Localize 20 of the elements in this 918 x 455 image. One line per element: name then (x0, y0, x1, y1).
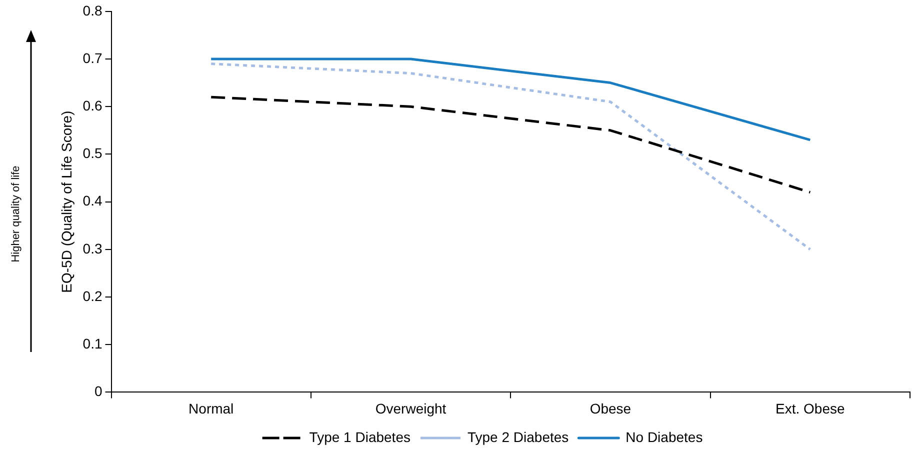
legend-label: No Diabetes (626, 428, 703, 445)
x-tick-label: Normal (188, 400, 234, 416)
x-tick-label: Overweight (375, 400, 446, 416)
text: Higher quality of life (10, 166, 22, 262)
y-axis-title: EQ-5D (Quality of Life Score) (58, 110, 74, 293)
y-tick-label: 0.4 (82, 192, 102, 209)
line-series (210, 62, 812, 251)
y-tick-label: 0.1 (82, 335, 102, 352)
legend-label: Type 1 Diabetes (309, 428, 410, 445)
y-tick-label: 0.5 (82, 145, 102, 162)
y-tick-label: 0 (94, 383, 102, 400)
y-tick-label: 0.7 (82, 50, 102, 66)
y-tick-label: 0.6 (82, 97, 102, 114)
x-tick-label: Obese (590, 400, 632, 416)
y-tick-label: 0.3 (82, 240, 102, 256)
line-series (210, 96, 812, 194)
legend-label: Type 2 Diabetes (467, 428, 569, 445)
y-tick-label: 0.2 (82, 288, 102, 304)
x-tick-label: Ext. Obese (776, 400, 845, 416)
y-tick-label: 0.8 (82, 2, 102, 18)
